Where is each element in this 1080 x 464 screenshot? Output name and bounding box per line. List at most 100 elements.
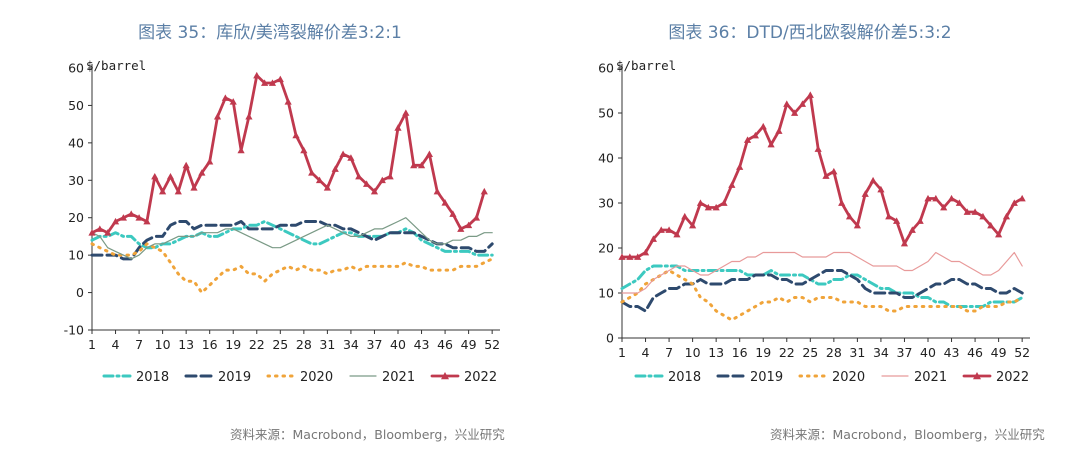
y-tick-label: 10 <box>68 248 84 263</box>
data-point-marker <box>331 165 339 172</box>
data-point-marker <box>159 187 167 195</box>
data-point-marker <box>861 190 869 197</box>
x-tick-label: 19 <box>755 345 771 360</box>
x-tick-label: 40 <box>920 345 936 360</box>
legend-item-2021: 2021 <box>349 370 415 385</box>
data-point-marker <box>940 203 948 211</box>
series-line-2018 <box>620 264 1024 308</box>
y-tick-label: 50 <box>68 98 84 113</box>
data-point-marker <box>88 229 96 236</box>
data-point-marker <box>480 187 488 195</box>
x-tick-label: 43 <box>414 337 430 352</box>
x-tick-label: 31 <box>319 337 335 352</box>
legend-marker <box>441 372 449 380</box>
y-tick-label: 30 <box>68 173 84 188</box>
data-point-marker <box>775 127 783 134</box>
x-tick-label: 16 <box>202 337 218 352</box>
legend-label: 2018 <box>136 370 169 385</box>
data-point-marker <box>300 146 308 154</box>
data-point-marker <box>908 226 916 233</box>
x-tick-label: 1 <box>88 337 96 352</box>
x-tick-label: 16 <box>732 345 748 360</box>
data-point-marker <box>457 225 465 232</box>
x-tick-label: 7 <box>665 345 673 360</box>
y-tick-label: -10 <box>64 323 84 338</box>
data-point-marker <box>932 194 940 202</box>
data-point-marker <box>402 109 410 116</box>
chart-panel-right: 图表 36：DTD/西北欧裂解价差5:3:2 0 10 20 30 40 50 60 1 4 7 1… <box>540 0 1080 464</box>
data-point-marker <box>1002 212 1011 220</box>
legend-item-2022: 2022 <box>430 370 497 385</box>
data-point-marker <box>292 131 300 139</box>
data-point-marker <box>394 124 402 131</box>
x-tick-label: 46 <box>437 337 453 352</box>
legend-item-2020: 2020 <box>266 370 333 385</box>
x-tick-label: 19 <box>225 337 241 352</box>
data-point-marker <box>783 100 791 107</box>
data-point-marker <box>947 194 956 202</box>
legend-label: 2020 <box>300 370 333 385</box>
data-point-marker <box>206 157 214 165</box>
x-tick-label: 49 <box>461 337 477 352</box>
data-point-marker <box>751 131 759 139</box>
legend-item-2022: 2022 <box>962 370 1029 385</box>
data-point-marker <box>237 146 245 154</box>
x-tick-label: 25 <box>802 345 818 360</box>
x-tick-label: 4 <box>112 337 120 352</box>
data-point-marker <box>641 248 650 256</box>
legend-item-2021: 2021 <box>881 370 947 385</box>
source-note: 资料来源：Macrobond，Bloomberg，兴业研究 <box>770 427 1045 442</box>
data-point-marker <box>712 203 720 211</box>
data-point-marker <box>916 217 924 224</box>
data-point-marker <box>618 253 626 260</box>
legend-label: 2022 <box>464 370 497 385</box>
data-point-marker <box>339 150 347 157</box>
data-point-marker <box>229 98 237 105</box>
data-point-marker <box>924 194 932 202</box>
x-tick-label: 31 <box>849 345 865 360</box>
legend-marker <box>973 372 981 380</box>
data-point-marker <box>253 71 261 79</box>
data-point-marker <box>853 221 861 229</box>
data-point-marker <box>626 253 634 260</box>
legend-item-2018: 2018 <box>634 370 701 385</box>
y-tick-label: 20 <box>68 210 84 225</box>
data-point-marker <box>441 199 449 206</box>
legend-label: 2019 <box>218 370 251 385</box>
y-tick-label: 10 <box>598 286 614 301</box>
data-point-marker <box>119 214 127 221</box>
data-point-marker <box>877 185 885 193</box>
data-point-marker <box>221 94 229 101</box>
data-point-marker <box>449 210 457 217</box>
data-point-marker <box>995 230 1003 238</box>
data-point-marker <box>472 214 481 221</box>
data-point-marker <box>806 91 814 98</box>
data-point-marker <box>673 230 681 238</box>
data-point-marker <box>104 229 112 236</box>
series-line-2018 <box>90 220 494 257</box>
data-point-marker <box>696 199 705 206</box>
data-point-marker <box>704 203 712 211</box>
legend-label: 2021 <box>914 370 947 385</box>
data-point-marker <box>355 172 363 180</box>
line-chart-crack-spread-321: -10 0 10 20 30 40 50 60 1 4 7 10 13 16 19 22 25 28 31 34 37 4… <box>64 58 501 385</box>
data-point-marker <box>135 214 143 221</box>
data-point-marker <box>955 199 963 206</box>
data-point-marker <box>417 161 426 169</box>
data-point-marker <box>198 169 206 176</box>
x-tick-label: 34 <box>873 345 889 360</box>
y-tick-label: 30 <box>598 196 614 211</box>
data-point-marker <box>963 208 971 215</box>
data-point-marker <box>166 172 175 180</box>
series-line-2019 <box>90 220 494 261</box>
x-tick-label: 40 <box>390 337 406 352</box>
data-point-marker <box>1010 199 1018 206</box>
unit-label: $/barrel <box>616 58 676 73</box>
x-tick-label: 10 <box>155 337 171 352</box>
data-point-marker <box>649 235 657 242</box>
x-tick-label: 37 <box>367 337 383 352</box>
data-point-marker <box>465 221 473 229</box>
data-point-marker <box>767 140 775 148</box>
series-line-2020 <box>620 269 1024 322</box>
data-point-marker <box>213 113 222 120</box>
